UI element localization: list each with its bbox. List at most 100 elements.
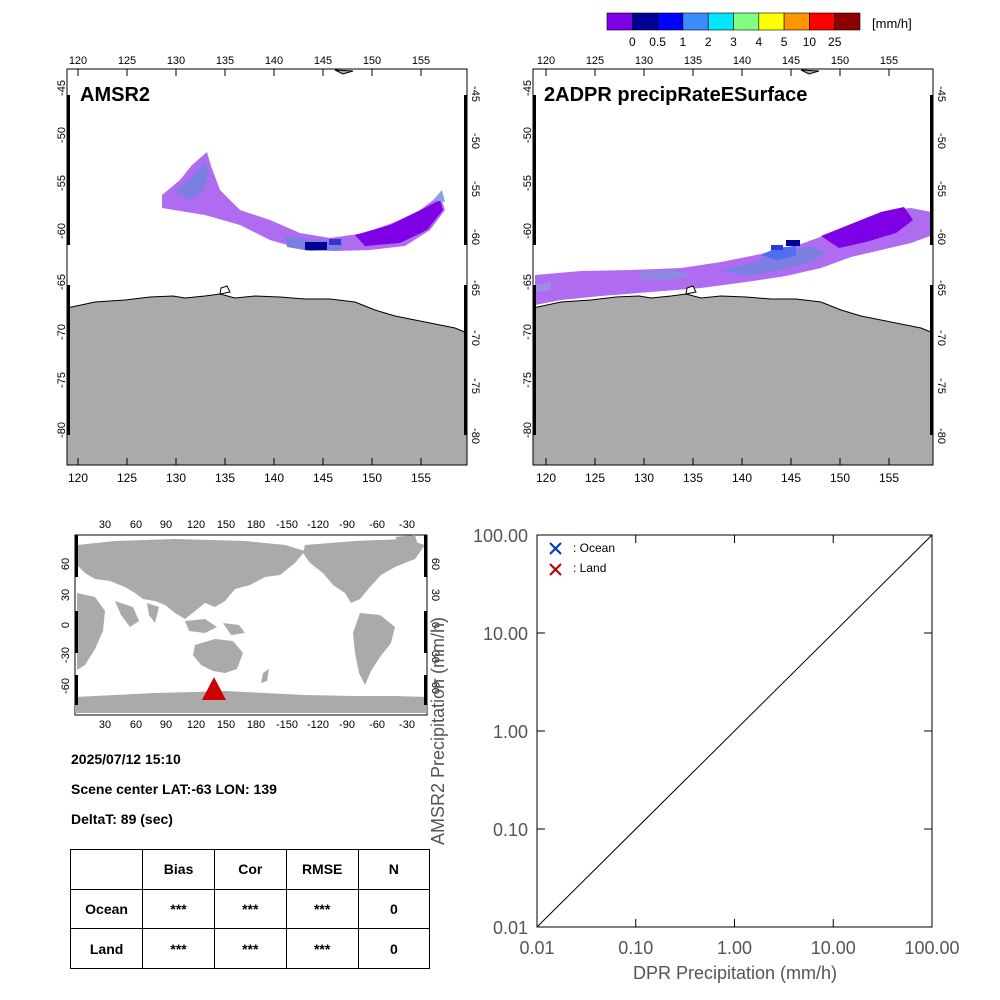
- scatter-plot: 0.01 0.10 1.00 10.00 100.00 0.01 0.10 1.00 10.0…: [428, 526, 960, 983]
- lat-tick: -60: [429, 678, 441, 694]
- y-tick-label: 100.00: [473, 526, 528, 546]
- y-tick-label: 0.10: [493, 820, 528, 840]
- colorbar-box: [834, 12, 861, 31]
- lon-tick: 140: [732, 471, 752, 485]
- lat-tick: -75: [522, 372, 534, 388]
- lat-tick: -30: [429, 647, 441, 663]
- lon-tick: 180: [247, 519, 265, 531]
- map-title: 2ADPR precipRateESurface: [544, 84, 807, 106]
- x-tick-label: 100.00: [904, 938, 959, 958]
- lat-tick: -65: [56, 274, 68, 290]
- lon-tick: 125: [586, 55, 604, 67]
- lon-tick: 155: [412, 55, 430, 67]
- lat-tick: 60: [429, 558, 441, 570]
- lon-tick: -90: [339, 719, 355, 731]
- lat-tick: 60: [60, 558, 72, 570]
- colorbar-label: 10: [803, 35, 817, 49]
- lon-tick: 140: [264, 471, 284, 485]
- lon-tick: 120: [536, 471, 556, 485]
- lon-tick: 90: [160, 519, 172, 531]
- lat-tick: -45: [469, 86, 480, 102]
- lat-tick: -80: [935, 428, 946, 444]
- lat-tick: -65: [935, 280, 946, 296]
- lon-tick: 145: [782, 55, 800, 67]
- lon-tick: -60: [369, 519, 385, 531]
- lon-tick: 130: [635, 55, 653, 67]
- lat-tick: -55: [56, 175, 68, 191]
- statistics-table: Bias Cor RMSE N Ocean *** *** *** 0 Land…: [69, 849, 431, 969]
- lon-tick: 120: [537, 55, 555, 67]
- y-tick-label: 1.00: [493, 722, 528, 742]
- lat-tick: -75: [935, 378, 946, 394]
- colorbar-box: [631, 12, 658, 31]
- lat-tick: -55: [522, 175, 534, 191]
- lon-tick: 125: [118, 55, 136, 67]
- lat-tick: -80: [56, 422, 68, 438]
- lat-tick: -70: [469, 330, 480, 346]
- world-landmasses: [75, 535, 427, 713]
- lat-tick: -60: [522, 223, 534, 239]
- amsr2-precip-swath: [162, 152, 445, 251]
- legend-ocean-label: : Ocean: [573, 541, 615, 555]
- lat-tick: -60: [60, 678, 72, 694]
- lon-tick: 140: [733, 55, 751, 67]
- table-cell: Ocean: [69, 888, 144, 930]
- lon-tick: 155: [880, 55, 898, 67]
- lon-tick: 145: [781, 471, 801, 485]
- colorbar: 0 0.5 1 2 3 4 5 10 25 [mm/h]: [606, 12, 912, 49]
- lon-tick: 30: [99, 719, 111, 731]
- lat-tick: -80: [522, 422, 534, 438]
- colorbar-box: [733, 12, 760, 31]
- lon-tick: 135: [683, 471, 703, 485]
- x-tick-label: 0.01: [519, 938, 554, 958]
- lat-tick: -75: [56, 372, 68, 388]
- lon-tick: 180: [247, 719, 265, 731]
- lon-tick: 135: [216, 55, 234, 67]
- y-axis-label: AMSR2 Precipitation (mm/h): [428, 617, 448, 845]
- y-tick-label: 0.01: [493, 918, 528, 938]
- colorbar-label: 4: [755, 35, 762, 49]
- colorbar-label: 5: [781, 35, 788, 49]
- one-to-one-line: [536, 534, 933, 928]
- lat-tick: -45: [522, 80, 534, 96]
- lon-tick: 150: [217, 719, 235, 731]
- table-header-cell: N: [357, 849, 431, 890]
- lat-tick: -60: [935, 229, 946, 245]
- lat-tick: -65: [469, 280, 480, 296]
- lon-tick: 120: [187, 519, 205, 531]
- lon-tick: 30: [99, 519, 111, 531]
- table-cell: ***: [142, 888, 215, 930]
- lat-tick: 0: [429, 622, 441, 628]
- lon-tick: -60: [369, 719, 385, 731]
- lon-tick: 135: [684, 55, 702, 67]
- table-cell: 0: [357, 888, 431, 930]
- colorbar-label: 3: [730, 35, 737, 49]
- colorbar-box: [707, 12, 734, 31]
- lat-tick: -60: [469, 229, 480, 245]
- table-cell: ***: [213, 928, 287, 969]
- scene-location-marker: [202, 677, 226, 700]
- lon-tick: 90: [160, 719, 172, 731]
- lon-tick: 125: [585, 471, 605, 485]
- lat-tick: -70: [56, 324, 68, 340]
- lon-tick: -150: [276, 719, 298, 731]
- lon-tick: -120: [307, 519, 329, 531]
- colorbar-box: [606, 12, 633, 31]
- lat-tick: -60: [56, 223, 68, 239]
- x-tick-label: 0.10: [618, 938, 653, 958]
- lat-tick: 30: [60, 589, 72, 601]
- lon-tick: 120: [68, 471, 88, 485]
- table-header-cell: [69, 849, 144, 890]
- lat-tick: -70: [935, 330, 946, 346]
- lon-tick: 140: [265, 55, 283, 67]
- lat-tick: -50: [935, 133, 946, 149]
- table-cell: Land: [69, 928, 144, 969]
- legend-land-label: : Land: [573, 561, 606, 575]
- x-axis-label: DPR Precipitation (mm/h): [633, 963, 837, 983]
- map-title: AMSR2: [80, 84, 150, 106]
- colorbar-box: [682, 12, 709, 31]
- scene-center: Scene center LAT:-63 LON: 139: [71, 781, 277, 797]
- lon-tick: 125: [117, 471, 137, 485]
- colorbar-box: [657, 12, 684, 31]
- colorbar-unit: [mm/h]: [872, 16, 912, 31]
